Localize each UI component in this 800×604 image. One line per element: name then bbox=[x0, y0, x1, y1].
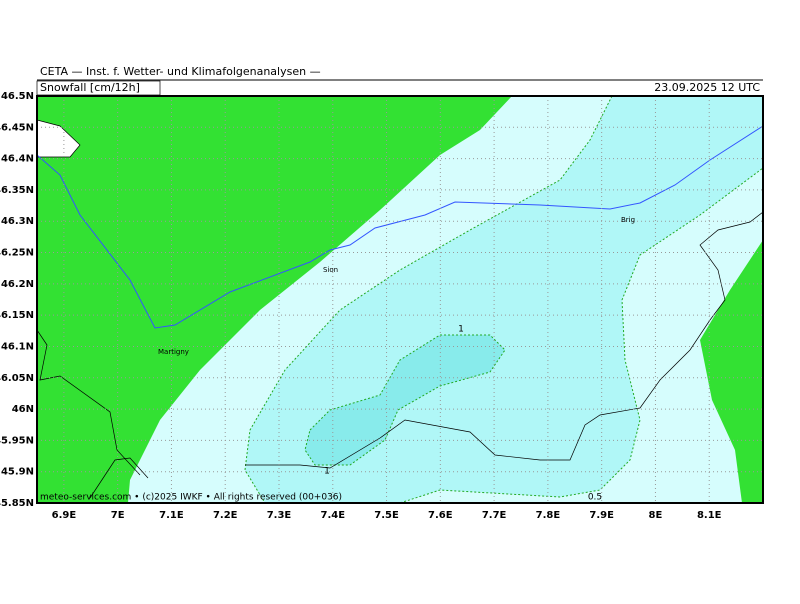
footer: meteo-services.com • (c)2025 IWKF • All … bbox=[40, 493, 342, 503]
date: 23.09.2025 12 UTC bbox=[654, 81, 760, 94]
lon-tick-label: 7.2E bbox=[213, 510, 238, 521]
place-label: Brig bbox=[621, 216, 635, 224]
river bbox=[37, 125, 763, 329]
field: Snowfall [cm/12h] bbox=[40, 81, 140, 94]
lat-tick-label: 46N bbox=[12, 404, 34, 415]
lat-tick-label: 45.95N bbox=[0, 435, 34, 446]
lat-tick-label: 45.85N bbox=[0, 498, 34, 509]
lon-tick-label: 7.6E bbox=[428, 510, 453, 521]
institute: CETA — Inst. f. Wetter- und Klimafolgena… bbox=[40, 65, 321, 78]
lon-tick-label: 7.9E bbox=[589, 510, 614, 521]
lon-tick-label: 7.1E bbox=[159, 510, 184, 521]
contour-label: 1 bbox=[324, 467, 330, 477]
contour-label: 1 bbox=[458, 325, 464, 335]
lat-tick-label: 46.45N bbox=[0, 122, 34, 133]
lon-tick-label: 6.9E bbox=[52, 510, 77, 521]
field-layer bbox=[37, 96, 763, 503]
contour-label: 0.5 bbox=[588, 493, 602, 503]
lon-tick-label: 7.7E bbox=[482, 510, 507, 521]
lon-tick-label: 7.5E bbox=[374, 510, 399, 521]
lat-tick-label: 46.3N bbox=[1, 216, 34, 227]
lat-tick-label: 46.05N bbox=[0, 373, 34, 384]
lat-tick-label: 46.2N bbox=[1, 279, 34, 290]
no-snow bbox=[700, 240, 763, 503]
lon-tick-label: 7.4E bbox=[321, 510, 346, 521]
place-label: Sion bbox=[323, 266, 338, 274]
lat-tick-label: 46.15N bbox=[0, 310, 34, 321]
lat-tick-label: 45.9N bbox=[1, 467, 34, 478]
snow-high bbox=[304, 334, 506, 466]
lon-tick-label: 7.8E bbox=[536, 510, 561, 521]
lat-tick-label: 46.4N bbox=[1, 154, 34, 165]
lon-tick-label: 7E bbox=[111, 510, 125, 521]
lon-tick-label: 8E bbox=[649, 510, 663, 521]
lon-tick-label: 7.3E bbox=[267, 510, 292, 521]
lat-tick-label: 46.35N bbox=[0, 185, 34, 196]
lat-tick-label: 46.5N bbox=[1, 91, 34, 102]
place-label: Martigny bbox=[158, 348, 189, 356]
no-snow bbox=[37, 96, 512, 503]
lat-tick-label: 46.25N bbox=[0, 248, 34, 259]
lake bbox=[37, 119, 81, 158]
lat-tick-label: 46.1N bbox=[1, 341, 34, 352]
border bbox=[37, 211, 763, 499]
lon-tick-label: 8.1E bbox=[697, 510, 722, 521]
frame bbox=[36, 95, 764, 504]
